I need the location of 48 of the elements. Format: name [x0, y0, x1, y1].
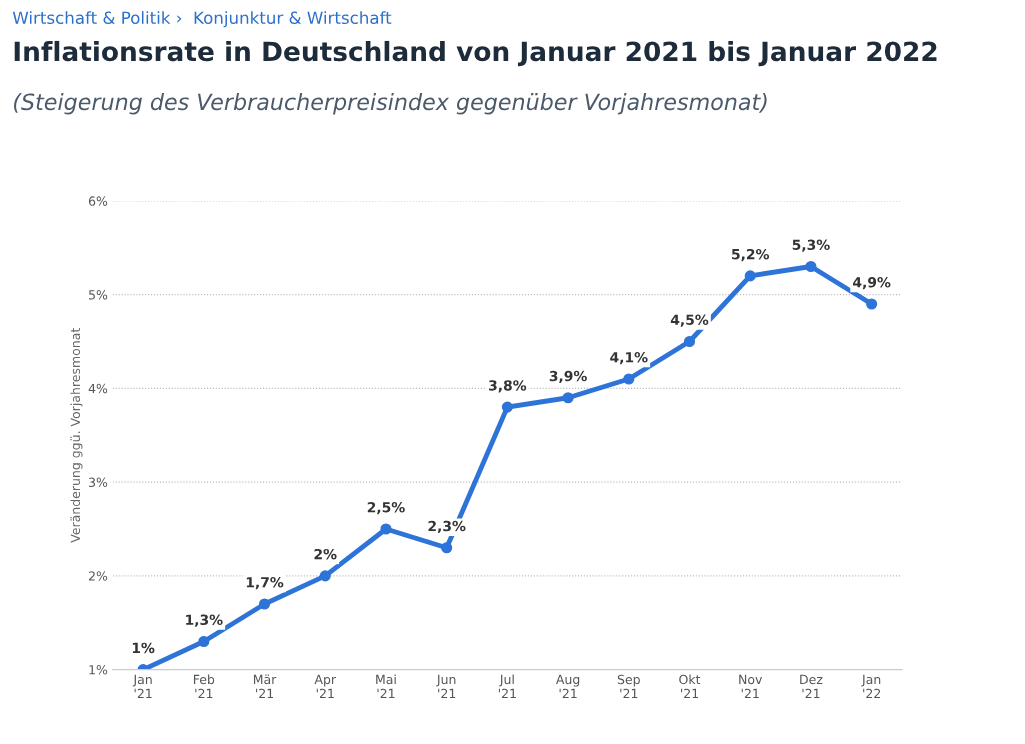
point: [866, 298, 878, 310]
data-label: 2,3%: [428, 520, 466, 534]
point: [501, 401, 513, 413]
x-tick-label: Dez '21: [800, 674, 823, 698]
x-tick-label: Apr '21: [314, 674, 337, 698]
x-tick-label: Mai '21: [376, 674, 396, 698]
x-tick-label: Jan '22: [861, 674, 881, 698]
text: Wirtschaft & Politik › Konjunktur & Wirtschaft: [12, 11, 392, 28]
data-label: 5,2%: [732, 248, 770, 262]
data-label: 4,5%: [670, 314, 709, 327]
y-tick-label: 1%: [89, 665, 108, 675]
data-label: 1%: [132, 642, 155, 654]
point: [319, 570, 331, 582]
x-tick-label: Aug '21: [555, 674, 580, 698]
data-label: 1,3%: [186, 614, 223, 627]
chart-title: Inflationsrate in Deutschland von Januar 2021 bis Januar 2022: [14, 40, 937, 67]
data-label: 5,3%: [792, 239, 830, 252]
point: [805, 260, 817, 273]
point: [380, 523, 392, 535]
data-label: 4,1%: [610, 352, 648, 365]
x-tick-label: Nov '21: [739, 674, 763, 698]
data-label: 4,9%: [853, 277, 891, 290]
x-tick-label: Okt '21: [679, 674, 701, 698]
y-tick-label: 4%: [88, 383, 108, 394]
data-label: 2%: [314, 548, 337, 560]
y-tick-label: 6%: [88, 196, 108, 206]
point: [562, 392, 574, 404]
point: [198, 635, 210, 648]
chart-subtitle: (Steigerung des Verbraucherpreisindex gegenüber Vorjahresmonat): [14, 93, 767, 115]
data-label: 1,7%: [246, 577, 284, 590]
data-label: 3,9%: [549, 370, 587, 384]
y-tick-label: 2%: [88, 571, 108, 581]
point: [683, 335, 696, 348]
x-tick-label: Jul '21: [498, 674, 516, 698]
data-label: 3,8%: [489, 380, 527, 393]
point: [623, 373, 635, 385]
point: [441, 542, 453, 554]
y-axis-title: Veränderung ggü. Vorjahresmonat: [70, 328, 83, 543]
x-tick-label: Feb '21: [193, 674, 215, 698]
x-tick-label: Mär '21: [253, 674, 277, 698]
x-tick-label: Jun '21: [436, 674, 456, 698]
x-tick-label: Sep '21: [617, 674, 640, 698]
point: [744, 270, 756, 282]
y-tick-label: 5%: [89, 290, 108, 300]
point: [258, 598, 271, 610]
y-tick-label: 3%: [89, 477, 108, 488]
x-tick-label: Jan '21: [132, 674, 152, 698]
data-label: 2,5%: [367, 502, 405, 515]
